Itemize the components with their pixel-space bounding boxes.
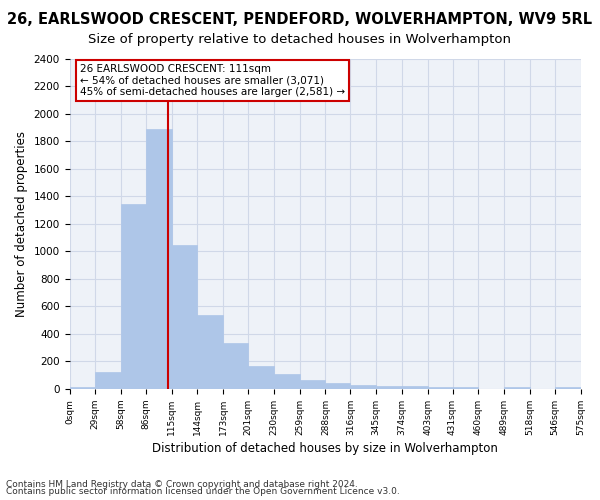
Bar bbox=[248, 366, 274, 389]
Bar bbox=[555, 387, 581, 389]
Bar bbox=[376, 386, 402, 389]
Bar bbox=[428, 387, 452, 389]
Bar bbox=[299, 380, 325, 389]
Bar bbox=[146, 129, 172, 389]
Text: Contains public sector information licensed under the Open Government Licence v3: Contains public sector information licen… bbox=[6, 487, 400, 496]
Text: Size of property relative to detached houses in Wolverhampton: Size of property relative to detached ho… bbox=[89, 32, 511, 46]
Bar bbox=[95, 372, 121, 389]
Text: Contains HM Land Registry data © Crown copyright and database right 2024.: Contains HM Land Registry data © Crown c… bbox=[6, 480, 358, 489]
Bar bbox=[197, 314, 223, 389]
Y-axis label: Number of detached properties: Number of detached properties bbox=[15, 131, 28, 317]
Bar bbox=[350, 385, 376, 389]
Bar bbox=[452, 388, 478, 389]
X-axis label: Distribution of detached houses by size in Wolverhampton: Distribution of detached houses by size … bbox=[152, 442, 498, 455]
Bar bbox=[172, 246, 197, 389]
Bar bbox=[70, 387, 95, 389]
Bar bbox=[274, 374, 299, 389]
Text: 26, EARLSWOOD CRESCENT, PENDEFORD, WOLVERHAMPTON, WV9 5RL: 26, EARLSWOOD CRESCENT, PENDEFORD, WOLVE… bbox=[7, 12, 593, 28]
Bar bbox=[504, 388, 530, 389]
Bar bbox=[223, 343, 248, 389]
Bar bbox=[325, 384, 350, 389]
Bar bbox=[121, 204, 146, 389]
Bar bbox=[402, 386, 428, 389]
Text: 26 EARLSWOOD CRESCENT: 111sqm
← 54% of detached houses are smaller (3,071)
45% o: 26 EARLSWOOD CRESCENT: 111sqm ← 54% of d… bbox=[80, 64, 345, 97]
